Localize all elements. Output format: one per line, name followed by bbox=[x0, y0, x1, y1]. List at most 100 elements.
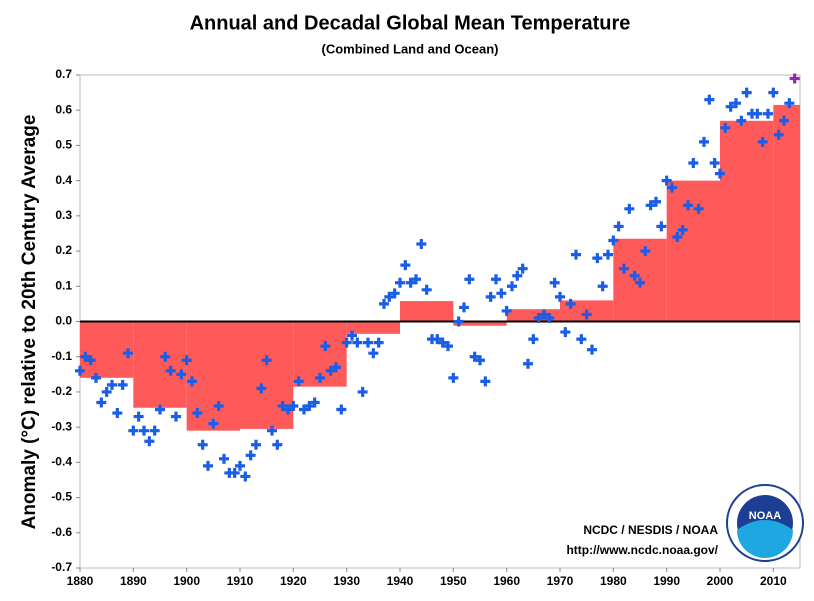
annual-marker bbox=[635, 277, 645, 288]
y-tick-label: -0.1 bbox=[51, 349, 72, 363]
annual-marker bbox=[592, 253, 603, 264]
annual-marker bbox=[421, 284, 432, 295]
annual-marker bbox=[720, 122, 731, 133]
x-tick-label: 1990 bbox=[653, 574, 680, 588]
annual-marker bbox=[395, 277, 405, 288]
annual-marker bbox=[112, 408, 123, 419]
annual-marker bbox=[571, 249, 581, 260]
annual-marker bbox=[475, 355, 485, 366]
annual-marker bbox=[640, 246, 651, 257]
annual-marker bbox=[96, 397, 107, 408]
annual-marker bbox=[597, 281, 608, 292]
annual-marker bbox=[480, 376, 491, 387]
annual-marker bbox=[320, 341, 331, 352]
annual-marker bbox=[165, 365, 176, 376]
decade-bar bbox=[453, 321, 507, 326]
annual-marker bbox=[139, 425, 149, 436]
annual-marker bbox=[347, 330, 357, 341]
annual-marker bbox=[80, 351, 91, 362]
x-tick-label: 2000 bbox=[707, 574, 734, 588]
decade-bar bbox=[400, 301, 454, 322]
annual-marker bbox=[736, 115, 747, 126]
annual-marker bbox=[587, 344, 597, 355]
annual-marker bbox=[768, 87, 779, 98]
annual-marker bbox=[229, 467, 240, 478]
annual-marker bbox=[560, 327, 571, 338]
annual-marker bbox=[357, 386, 368, 397]
annual-marker bbox=[549, 277, 560, 288]
x-tick-label: 1960 bbox=[493, 574, 520, 588]
x-tick-label: 1880 bbox=[67, 574, 94, 588]
annual-marker bbox=[507, 281, 517, 292]
annual-marker bbox=[453, 316, 464, 327]
annual-marker bbox=[245, 450, 256, 461]
annual-marker bbox=[235, 460, 245, 471]
annual-marker bbox=[85, 355, 96, 366]
annual-marker bbox=[565, 298, 576, 309]
annual-marker bbox=[576, 334, 587, 345]
annual-marker bbox=[197, 439, 208, 450]
annual-marker bbox=[213, 401, 224, 412]
y-tick-label: 0.2 bbox=[55, 243, 72, 257]
annual-marker bbox=[544, 312, 555, 323]
annual-marker bbox=[261, 355, 272, 366]
annual-marker bbox=[267, 425, 277, 436]
annual-marker bbox=[256, 383, 267, 394]
y-tick-label: -0.5 bbox=[51, 490, 72, 504]
annual-marker bbox=[288, 401, 299, 412]
annual-marker bbox=[459, 302, 469, 313]
annual-marker bbox=[581, 309, 592, 320]
logo-wave bbox=[737, 520, 793, 558]
annual-marker bbox=[251, 439, 261, 450]
annual-marker bbox=[491, 274, 501, 285]
annual-marker bbox=[672, 231, 683, 242]
annual-marker bbox=[608, 235, 619, 246]
annual-marker bbox=[741, 87, 752, 98]
annual-marker bbox=[624, 203, 635, 214]
annual-marker bbox=[133, 411, 144, 422]
annual-marker bbox=[299, 404, 309, 415]
chart-subtitle: (Combined Land and Ocean) bbox=[322, 41, 499, 56]
annual-marker bbox=[779, 115, 789, 126]
annual-marker bbox=[341, 337, 352, 348]
annual-marker bbox=[528, 334, 539, 345]
logo-text: NOAA bbox=[749, 510, 781, 522]
annual-marker bbox=[752, 108, 763, 119]
annual-marker bbox=[315, 372, 325, 383]
y-tick-label: -0.4 bbox=[51, 455, 72, 469]
annual-marker bbox=[160, 351, 171, 362]
y-axis-label: Anomaly (°C) relative to 20th Century Av… bbox=[19, 115, 40, 530]
annual-marker bbox=[411, 274, 421, 285]
y-tick-label: 0.1 bbox=[55, 278, 72, 292]
annual-marker bbox=[715, 168, 725, 179]
annual-marker bbox=[203, 460, 213, 471]
annual-marker bbox=[277, 401, 288, 412]
annual-marker bbox=[283, 404, 293, 415]
annual-marker bbox=[667, 182, 677, 193]
annual-marker bbox=[688, 158, 699, 169]
annual-marker bbox=[773, 129, 784, 140]
annual-marker bbox=[101, 386, 112, 397]
annual-marker bbox=[75, 365, 85, 376]
annual-marker bbox=[709, 158, 720, 169]
x-tick-label: 1970 bbox=[547, 574, 574, 588]
annual-marker bbox=[389, 288, 400, 299]
y-tick-label: 0.4 bbox=[55, 173, 72, 187]
annual-marker bbox=[539, 309, 549, 320]
y-tick-label: 0.5 bbox=[55, 138, 72, 152]
annual-marker bbox=[496, 288, 507, 299]
annual-marker bbox=[661, 175, 672, 186]
annual-marker bbox=[699, 136, 709, 147]
annual-marker bbox=[523, 358, 533, 369]
annual-marker bbox=[368, 348, 379, 359]
annual-marker bbox=[272, 439, 283, 450]
annual-marker bbox=[464, 274, 475, 285]
annual-marker bbox=[731, 98, 741, 109]
annual-marker bbox=[187, 376, 197, 387]
x-tick-label: 1920 bbox=[280, 574, 307, 588]
annual-marker bbox=[784, 98, 795, 109]
annual-marker bbox=[432, 334, 443, 345]
x-tick-label: 1940 bbox=[387, 574, 414, 588]
y-tick-label: 0.0 bbox=[55, 314, 72, 328]
annual-marker bbox=[437, 337, 448, 348]
